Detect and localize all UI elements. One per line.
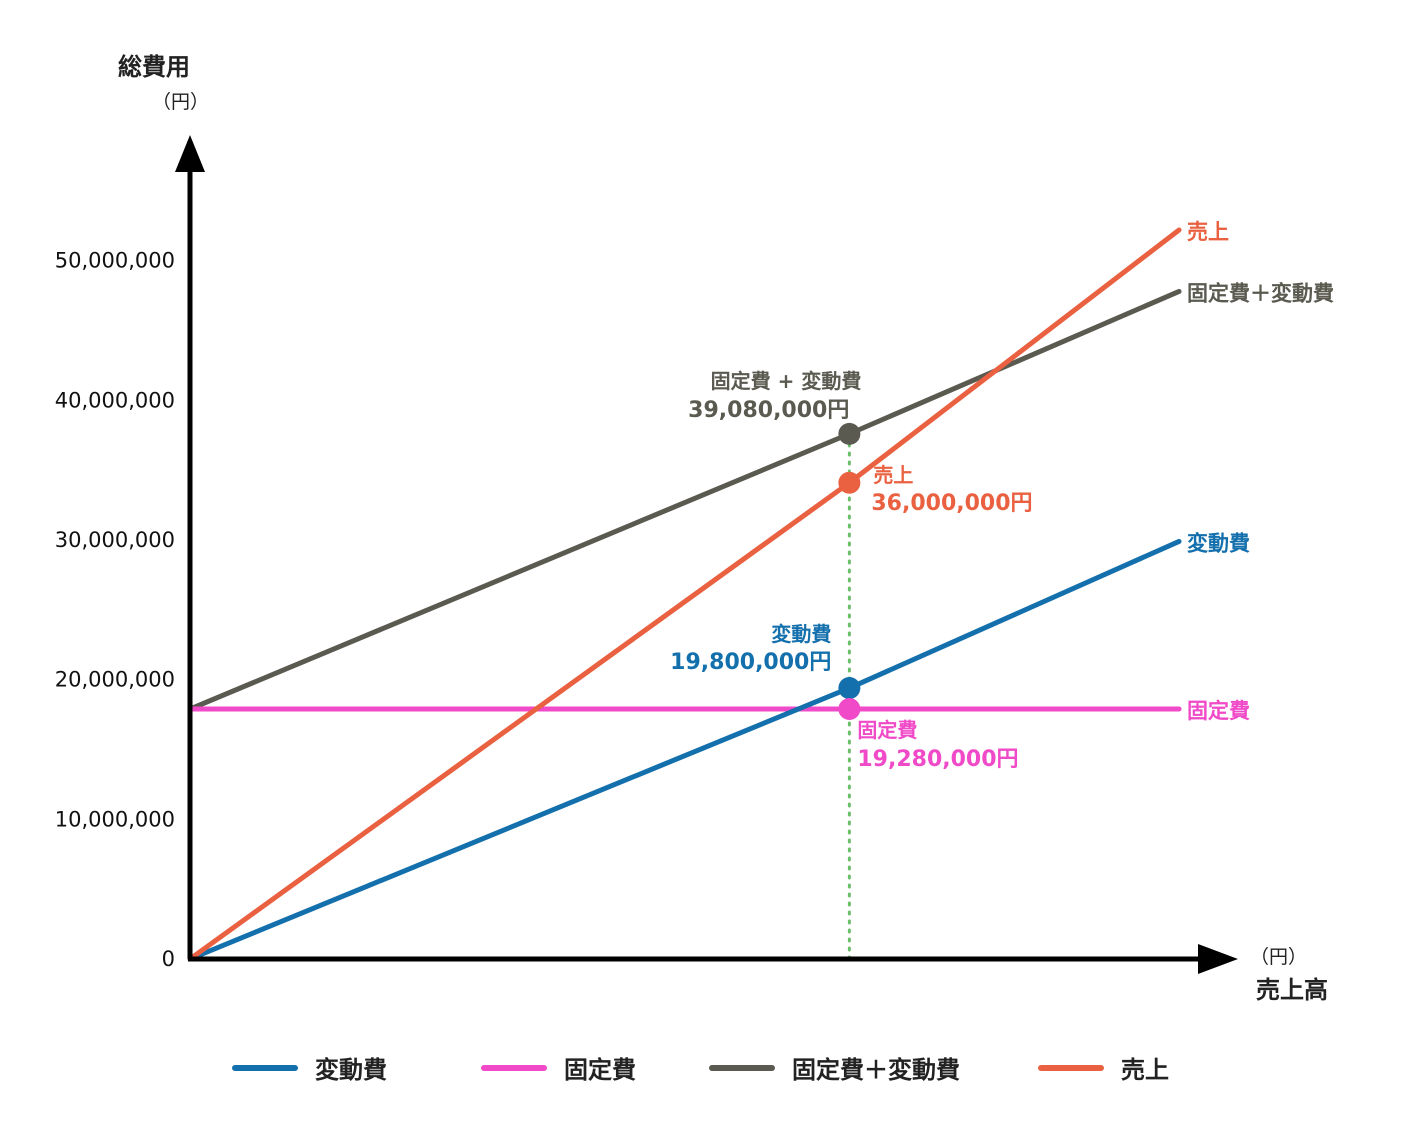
annotation-value-total: 39,080,000円 bbox=[688, 398, 849, 423]
annotation-label-variable: 変動費 bbox=[771, 622, 831, 646]
point-total bbox=[838, 422, 861, 445]
y-tick-label: 10,000,000 bbox=[55, 807, 175, 831]
legend-label-variable: 変動費 bbox=[315, 1056, 387, 1084]
annotation-label-sales: 売上 bbox=[873, 463, 913, 487]
legend: 変動費 固定費 固定費＋変動費 売上 bbox=[232, 1056, 1169, 1084]
annotation-label-fixed: 固定費 bbox=[857, 718, 917, 742]
end-label-sales: 売上 bbox=[1187, 220, 1229, 244]
end-label-variable: 変動費 bbox=[1187, 531, 1250, 555]
x-axis-arrow bbox=[1198, 944, 1238, 974]
annotation-value-variable: 19,800,000円 bbox=[670, 650, 831, 675]
y-axis-arrow bbox=[175, 135, 205, 172]
end-label-total: 固定費＋変動費 bbox=[1187, 281, 1334, 305]
y-tick-label: 20,000,000 bbox=[55, 668, 175, 692]
y-tick-label: 50,000,000 bbox=[55, 249, 175, 273]
point-sales bbox=[838, 471, 861, 494]
annotation-label-total: 固定費 + 変動費 bbox=[711, 369, 862, 393]
annotation-value-sales: 36,000,000円 bbox=[871, 491, 1032, 516]
series-line-sales bbox=[187, 227, 1182, 962]
legend-label-fixed: 固定費 bbox=[564, 1056, 636, 1084]
annotation-value-fixed: 19,280,000円 bbox=[857, 747, 1018, 772]
end-label-fixed: 固定費 bbox=[1187, 699, 1250, 723]
y-tick-label: 30,000,000 bbox=[55, 528, 175, 552]
y-tick-label: 0 bbox=[162, 947, 175, 971]
point-fixed bbox=[838, 698, 861, 721]
point-variable bbox=[838, 677, 861, 700]
y-axis-unit: （円） bbox=[152, 91, 209, 113]
y-tick-label: 40,000,000 bbox=[55, 388, 175, 412]
x-axis-title: 売上高 bbox=[1256, 976, 1328, 1004]
y-axis-title: 総費用 bbox=[118, 53, 190, 81]
x-axis-unit: （円） bbox=[1250, 946, 1307, 968]
legend-label-total: 固定費＋変動費 bbox=[792, 1056, 960, 1084]
legend-label-sales: 売上 bbox=[1121, 1056, 1169, 1084]
